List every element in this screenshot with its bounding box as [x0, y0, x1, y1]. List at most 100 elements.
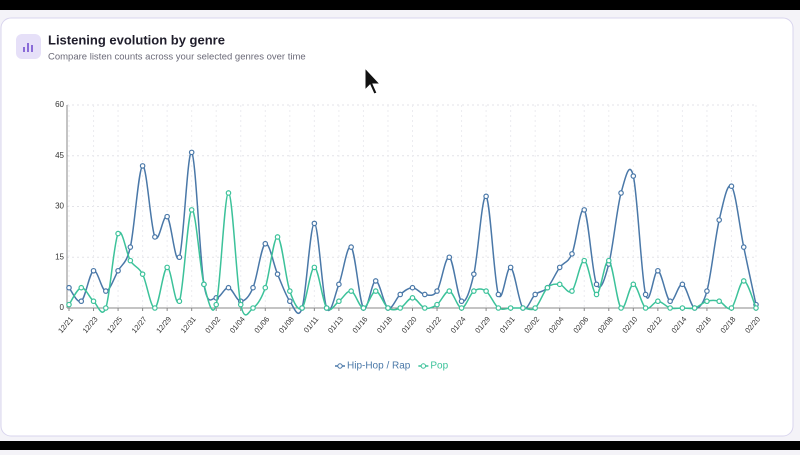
point: [323, 305, 330, 311]
point: [176, 298, 183, 305]
point: [520, 305, 526, 311]
mouse-cursor: [364, 66, 382, 95]
point: [360, 305, 367, 311]
point: [90, 298, 97, 305]
point: [274, 271, 281, 277]
point: [556, 281, 563, 288]
point: [667, 298, 673, 305]
point: [385, 305, 391, 311]
point: [581, 257, 588, 264]
point: [237, 301, 244, 308]
point: [679, 281, 686, 288]
point: [544, 284, 551, 291]
point: [152, 234, 158, 240]
point: [274, 234, 281, 240]
point: [176, 254, 183, 261]
point: [556, 264, 563, 271]
bar-icon: [23, 43, 33, 52]
point: [127, 244, 134, 250]
point: [201, 281, 207, 288]
point: [532, 305, 538, 311]
point: [691, 305, 698, 311]
point: [507, 264, 514, 271]
point: [262, 284, 269, 291]
point: [250, 284, 256, 291]
card-title: Listening evolution by genre: [48, 32, 225, 47]
point: [348, 244, 354, 250]
point: [262, 240, 269, 247]
point: [618, 305, 624, 311]
point: [115, 267, 121, 274]
point: [164, 213, 170, 220]
point: [164, 264, 170, 271]
point: [642, 291, 649, 298]
point: [397, 305, 404, 311]
point: [679, 305, 686, 311]
point: [115, 230, 121, 237]
point: [103, 288, 109, 294]
point: [311, 264, 318, 271]
point: [667, 305, 673, 311]
point: [90, 267, 97, 274]
point: [188, 149, 195, 156]
point: [299, 305, 305, 311]
point: [397, 291, 404, 298]
point: [507, 305, 514, 311]
point: [287, 288, 293, 294]
card: [0, 17, 794, 437]
point: [287, 298, 293, 305]
y-tick-label: 0: [60, 303, 65, 312]
point: [188, 207, 195, 213]
point: [139, 271, 146, 277]
point: [336, 281, 342, 288]
point: [372, 278, 379, 284]
point: [655, 298, 661, 305]
point: [152, 305, 158, 311]
point: [78, 298, 85, 305]
point: [434, 288, 440, 294]
point: [630, 281, 637, 288]
point: [458, 298, 465, 305]
y-tick-label: 60: [55, 100, 64, 109]
point: [495, 291, 502, 298]
point: [655, 267, 661, 274]
point: [225, 284, 232, 291]
legend-swatch-dot: [420, 363, 427, 369]
point: [569, 251, 575, 257]
point: [409, 295, 416, 301]
point: [569, 288, 575, 294]
point: [704, 298, 710, 305]
point: [728, 305, 735, 311]
legend-swatch-dot: [337, 363, 343, 369]
point: [495, 305, 502, 311]
point: [483, 193, 489, 200]
point: [458, 305, 465, 311]
point: [471, 271, 477, 277]
point: [139, 163, 146, 169]
point: [336, 298, 342, 305]
point: [250, 305, 256, 311]
point: [642, 305, 649, 311]
point: [618, 190, 624, 196]
legend-label: Pop: [430, 361, 448, 372]
point: [213, 301, 220, 308]
point: [728, 183, 735, 190]
point: [704, 288, 710, 294]
point: [66, 284, 72, 291]
point: [421, 291, 428, 298]
letterbox-top: [0, 0, 800, 10]
point: [483, 288, 489, 294]
point: [78, 284, 85, 291]
y-tick-label: 15: [55, 252, 64, 261]
point: [311, 220, 318, 227]
letterbox-bottom: [0, 441, 800, 450]
point: [446, 288, 453, 294]
point: [434, 301, 440, 308]
point: [740, 278, 747, 284]
point: [225, 190, 232, 196]
y-tick-label: 45: [55, 151, 64, 160]
point: [66, 301, 72, 308]
legend-label: Hip-Hop / Rap: [347, 361, 411, 372]
